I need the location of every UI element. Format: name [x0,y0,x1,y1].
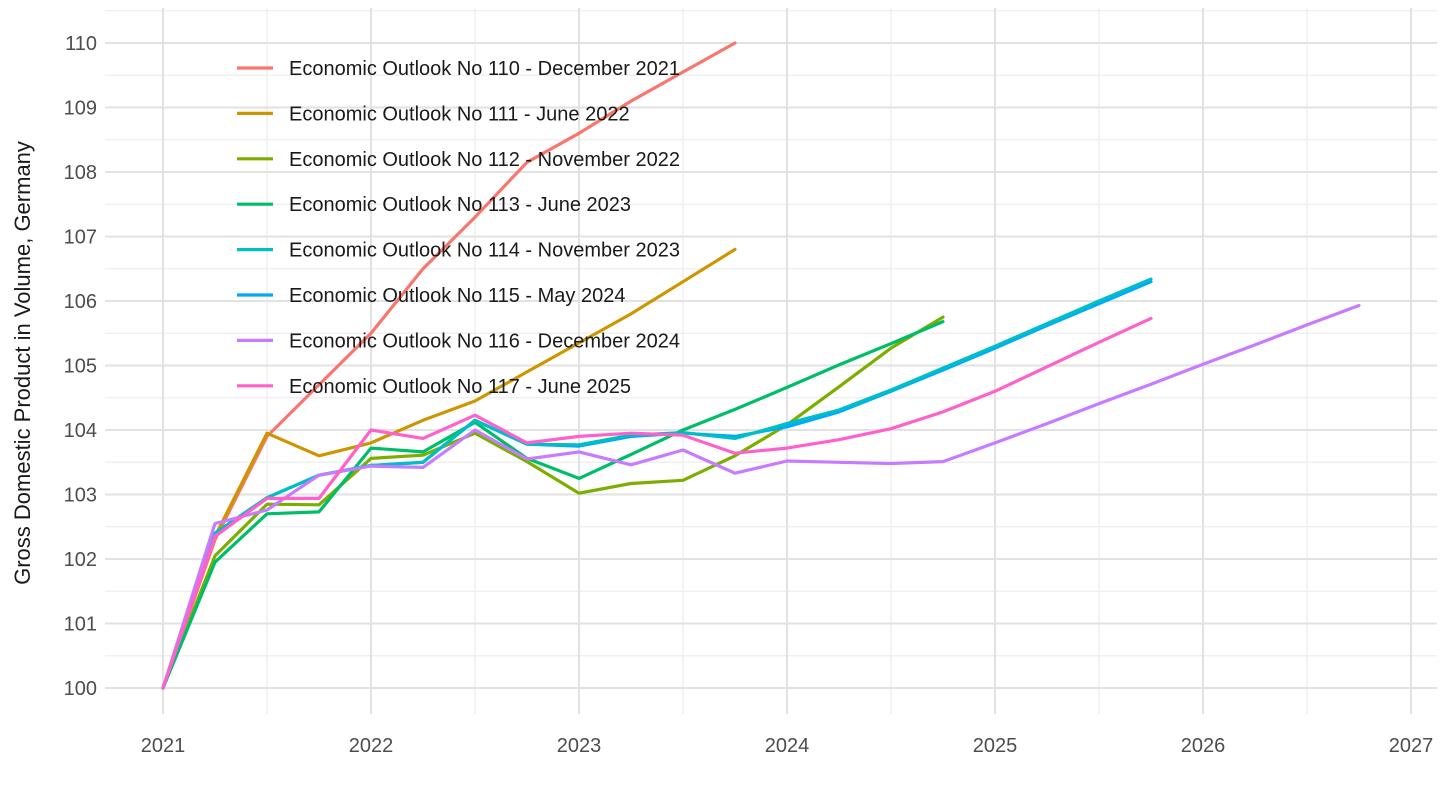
y-tick-label: 110 [65,33,97,55]
y-tick-label: 107 [64,227,97,249]
y-axis-tick-labels: 100 101 102 103 104 105 106 107 108 109 110 [64,33,97,700]
legend-item: Economic Outlook No 113 - June 2023 [237,194,631,216]
y-tick-label: 102 [64,549,97,571]
series-line-112 [161,315,945,690]
legend-item: Economic Outlook No 114 - November 2023 [237,240,680,262]
x-tick-label: 2022 [349,735,394,757]
legend-item: Economic Outlook No 115 - May 2024 [237,285,625,307]
legend-label: Economic Outlook No 113 - June 2023 [289,194,631,216]
gridlines-minor [105,8,1437,714]
legend-label: Economic Outlook No 114 - November 2023 [289,240,680,262]
x-tick-label: 2024 [765,735,810,757]
legend-label: Economic Outlook No 112 - November 2022 [289,149,680,171]
legend-item: Economic Outlook No 112 - November 2022 [237,149,680,171]
legend-item: Economic Outlook No 116 - December 2024 [237,330,680,352]
series-line-117 [161,316,1153,690]
x-tick-label: 2023 [557,735,602,757]
legend-item: Economic Outlook No 111 - June 2022 [237,103,630,125]
legend-label: Economic Outlook No 116 - December 2024 [289,330,680,352]
y-tick-label: 109 [64,98,97,120]
x-tick-label: 2026 [1181,735,1226,757]
y-tick-label: 105 [64,356,97,378]
series-lines [161,41,1361,690]
x-tick-label: 2025 [973,735,1018,757]
y-tick-label: 108 [64,162,97,184]
x-tick-label: 2027 [1389,735,1434,757]
legend-label: Economic Outlook No 111 - June 2022 [289,103,630,125]
series-line-116 [161,303,1361,690]
y-tick-label: 103 [64,485,97,507]
legend-label: Economic Outlook No 117 - June 2025 [289,376,631,398]
x-tick-label: 2021 [141,735,186,757]
x-axis-tick-labels: 2021 2022 2023 2024 2025 2026 2027 [141,735,1434,757]
y-tick-label: 106 [64,291,97,313]
legend-label: Economic Outlook No 110 - December 2021 [289,58,680,80]
y-tick-label: 101 [64,614,97,636]
series-line-113 [161,320,945,690]
legend-item: Economic Outlook No 110 - December 2021 [237,58,680,80]
series-line-111 [161,247,737,690]
legend: Economic Outlook No 110 - December 2021 E… [237,58,680,398]
y-tick-label: 104 [64,420,97,442]
legend-item: Economic Outlook No 117 - June 2025 [237,376,631,398]
y-axis-title: Gross Domestic Product in Volume, German… [10,141,35,585]
legend-label: Economic Outlook No 115 - May 2024 [289,285,625,307]
y-tick-label: 100 [64,678,97,700]
gridlines-major [105,8,1437,714]
